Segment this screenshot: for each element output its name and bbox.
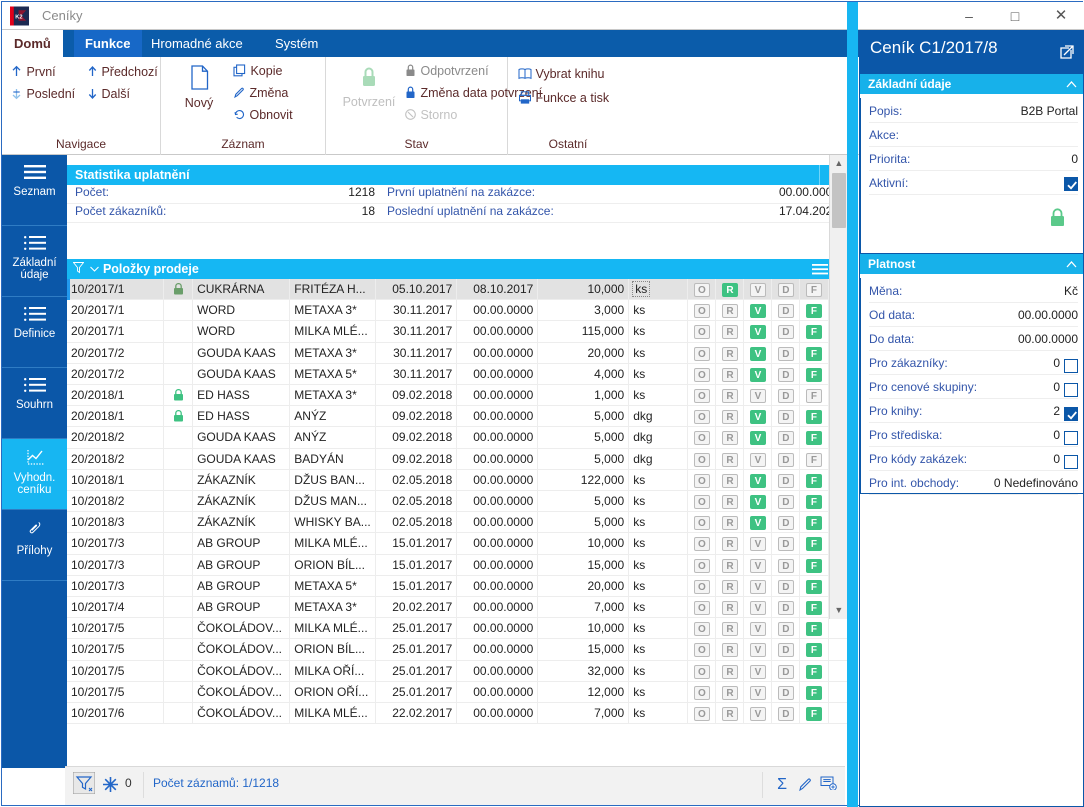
svg-text:K2: K2 (15, 14, 22, 20)
